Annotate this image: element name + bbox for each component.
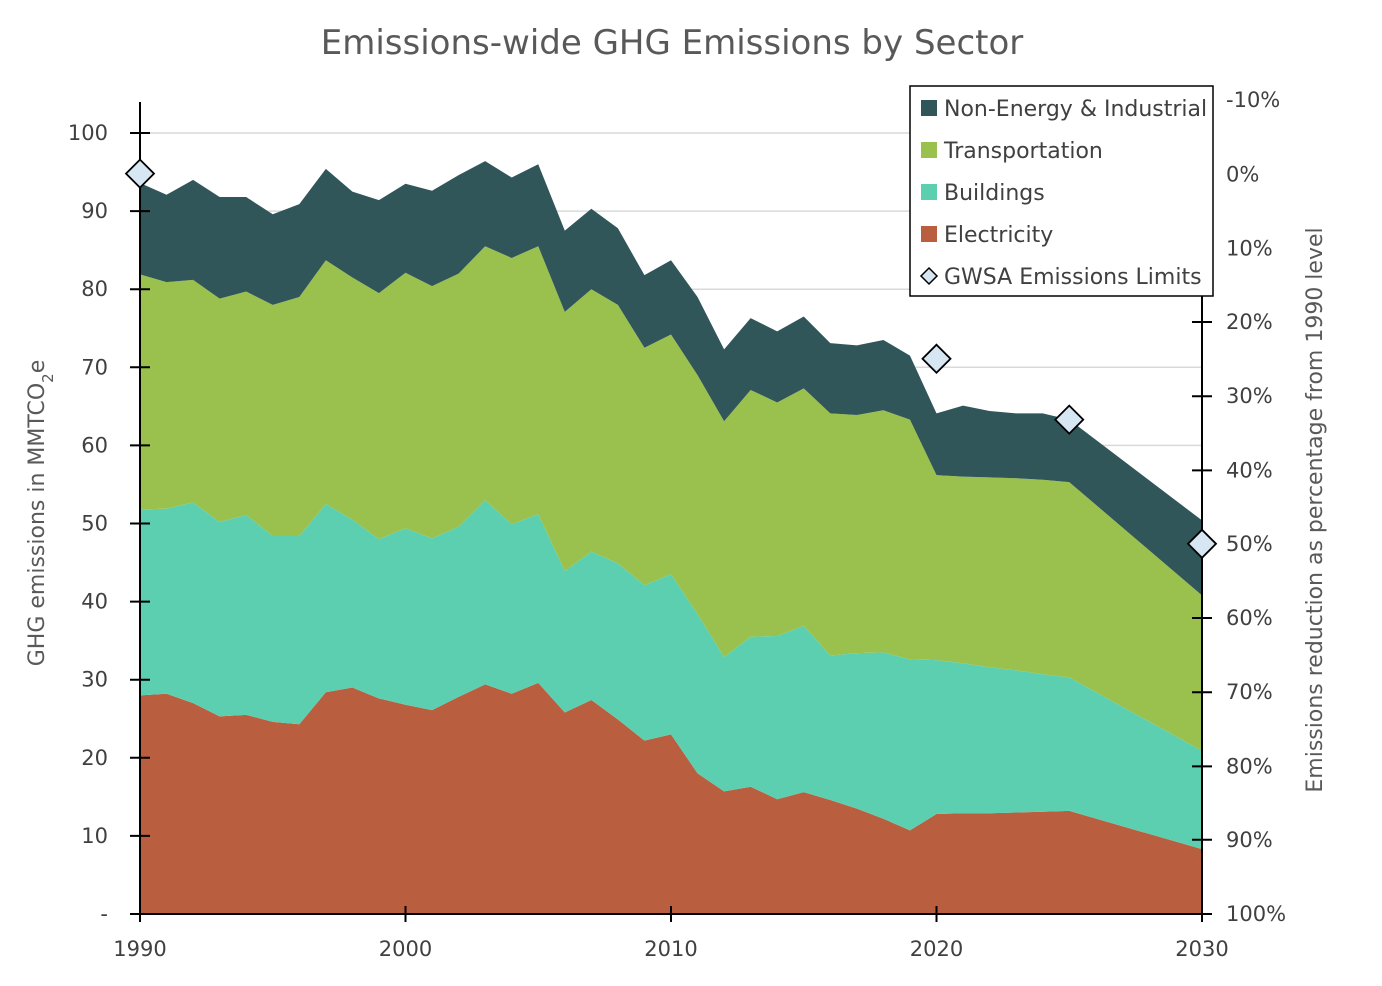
y2-tick-label: 0% bbox=[1226, 162, 1259, 186]
x-tick-label: 1990 bbox=[113, 937, 166, 961]
area-buildings bbox=[140, 500, 1202, 850]
y2-tick-label: 50% bbox=[1226, 532, 1273, 556]
legend-swatch-electricity bbox=[921, 226, 937, 242]
chart-title: Emissions-wide GHG Emissions by Sector bbox=[321, 23, 1024, 63]
y-tick-label: 100 bbox=[68, 121, 108, 145]
y2-tick-label: 20% bbox=[1226, 310, 1273, 334]
y-axis-title: GHG emissions in MMTCO2e bbox=[25, 360, 57, 667]
y-tick-label: 60 bbox=[81, 433, 108, 457]
x-tick-label: 2030 bbox=[1175, 937, 1228, 961]
y2-tick-label: 80% bbox=[1226, 754, 1273, 778]
limit-marker bbox=[1186, 528, 1218, 560]
area-series bbox=[140, 161, 1202, 914]
y2-tick-label: 40% bbox=[1226, 458, 1273, 482]
y2-tick-label: 10% bbox=[1226, 237, 1273, 261]
legend-label-gwsa-emissions-limits: GWSA Emissions Limits bbox=[944, 265, 1202, 290]
legend-label-non-energy-industrial: Non-Energy & Industrial bbox=[944, 97, 1207, 122]
area-transportation bbox=[140, 246, 1202, 751]
y2-tick-label: 100% bbox=[1226, 902, 1286, 926]
legend-box bbox=[909, 85, 1214, 297]
y-tick-label: 50 bbox=[81, 512, 108, 536]
y2-tick-label: 90% bbox=[1226, 828, 1273, 852]
y-tick-label: - bbox=[100, 902, 108, 926]
legend-label-electricity: Electricity bbox=[944, 223, 1053, 248]
x-tick-label: 2010 bbox=[644, 937, 697, 961]
legend: Non-Energy & Industrial Transportation Bui… bbox=[909, 85, 1214, 297]
limit-markers bbox=[124, 158, 1218, 560]
legend-swatch-gwsa-emissions-limits bbox=[919, 266, 939, 286]
legend-label-buildings: Buildings bbox=[944, 181, 1045, 206]
y-tick-label: 70 bbox=[81, 355, 108, 379]
area-non-energy-industrial bbox=[140, 161, 1202, 596]
y-tick-label: 90 bbox=[81, 199, 108, 223]
y2-tick-label: 60% bbox=[1226, 606, 1273, 630]
x-tick-label: 2020 bbox=[910, 937, 963, 961]
y-tick-label: 30 bbox=[81, 668, 108, 692]
limit-marker bbox=[921, 343, 952, 374]
legend-swatch-non-energy-industrial bbox=[921, 100, 937, 116]
legend-swatch-transportation bbox=[921, 142, 937, 158]
y-tick-label: 40 bbox=[81, 590, 108, 614]
legend-swatch-buildings bbox=[921, 184, 937, 200]
y-tick-label: 20 bbox=[81, 746, 108, 770]
limit-marker bbox=[1053, 404, 1085, 435]
y2-tick-label: -10% bbox=[1226, 88, 1280, 112]
y2-tick-label: 70% bbox=[1226, 680, 1273, 704]
y-tick-label: 10 bbox=[81, 824, 108, 848]
x-tick-label: 2000 bbox=[379, 937, 432, 961]
legend-label-transportation: Transportation bbox=[943, 139, 1103, 164]
area-electricity bbox=[140, 682, 1202, 914]
tick-labels: -102030405060708090100-10%0%10%20%30%40%… bbox=[68, 88, 1286, 961]
y2-tick-label: 30% bbox=[1226, 384, 1273, 408]
y2-axis-title: Emissions reduction as percentage from 1… bbox=[1303, 227, 1328, 792]
y-tick-label: 80 bbox=[81, 277, 108, 301]
limit-marker bbox=[124, 158, 156, 189]
